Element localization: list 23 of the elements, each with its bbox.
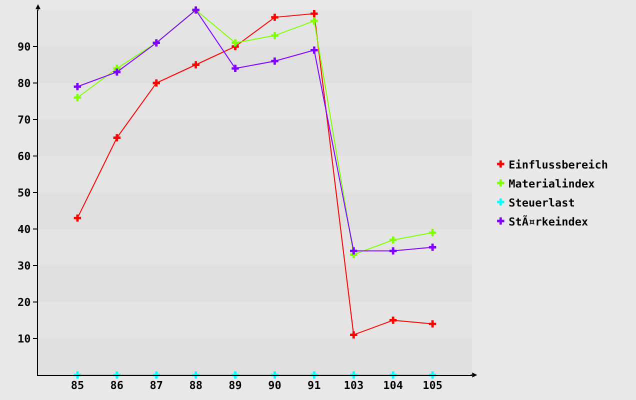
y-tick-label: 60: [18, 150, 31, 163]
x-tick-label: 89: [228, 379, 242, 392]
x-tick-label: 87: [150, 379, 163, 392]
x-tick-label: 88: [189, 379, 202, 392]
y-tick-label: 50: [18, 186, 31, 200]
legend-label: StÃ¤rkeindex: [508, 214, 589, 228]
x-tick-label: 104: [383, 379, 404, 392]
legend-label: Steuerlast: [508, 196, 575, 210]
legend-label: Materialindex: [508, 177, 596, 190]
y-tick-label: 20: [18, 296, 31, 309]
x-tick-label: 91: [308, 379, 322, 392]
x-tick-label: 86: [110, 379, 124, 392]
y-tick-label: 80: [18, 76, 31, 90]
y-tick-label: 40: [18, 222, 31, 236]
legend-label: Einflussbereich: [508, 158, 608, 172]
y-tick-label: 70: [18, 113, 31, 126]
x-tick-label: 90: [268, 379, 282, 392]
x-tick-label: 105: [422, 379, 442, 392]
y-tick-label: 30: [18, 259, 31, 272]
y-tick-label: 10: [18, 332, 31, 346]
x-tick-label: 103: [344, 379, 364, 392]
y-tick-label: 90: [18, 40, 31, 54]
x-tick-label: 85: [70, 379, 84, 392]
